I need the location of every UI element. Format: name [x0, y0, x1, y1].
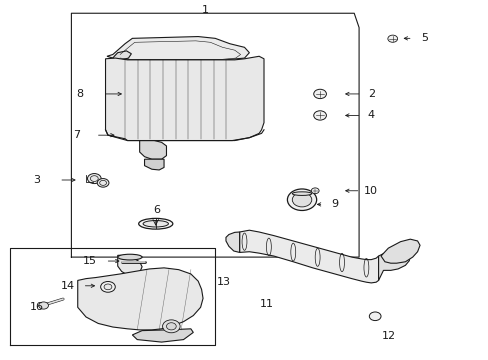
- Circle shape: [87, 174, 101, 184]
- Polygon shape: [118, 255, 142, 275]
- Text: 4: 4: [367, 111, 374, 121]
- Circle shape: [100, 180, 106, 185]
- Text: 12: 12: [381, 331, 395, 341]
- Text: 1: 1: [202, 5, 208, 15]
- Polygon shape: [239, 230, 378, 283]
- Text: 7: 7: [73, 130, 80, 140]
- Text: 9: 9: [331, 199, 338, 210]
- Circle shape: [97, 179, 109, 187]
- Polygon shape: [105, 56, 264, 140]
- Circle shape: [311, 188, 319, 194]
- Circle shape: [166, 323, 176, 330]
- Circle shape: [368, 312, 380, 320]
- Circle shape: [101, 282, 115, 292]
- Ellipse shape: [139, 219, 172, 229]
- Ellipse shape: [292, 192, 311, 195]
- Text: 6: 6: [153, 206, 160, 216]
- Polygon shape: [113, 51, 131, 60]
- Text: 16: 16: [30, 302, 44, 312]
- Circle shape: [313, 89, 326, 99]
- Polygon shape: [144, 159, 163, 170]
- Polygon shape: [225, 232, 239, 252]
- Text: 15: 15: [83, 256, 97, 266]
- Circle shape: [104, 284, 112, 290]
- Circle shape: [287, 189, 316, 211]
- Polygon shape: [380, 239, 419, 263]
- Text: 14: 14: [61, 281, 75, 291]
- Polygon shape: [378, 248, 409, 280]
- Circle shape: [387, 35, 397, 42]
- Circle shape: [162, 320, 180, 333]
- Text: 5: 5: [421, 33, 427, 43]
- Text: 3: 3: [33, 175, 40, 185]
- Polygon shape: [140, 140, 166, 159]
- Circle shape: [313, 111, 326, 120]
- Polygon shape: [107, 37, 249, 60]
- Text: 11: 11: [259, 299, 273, 309]
- Circle shape: [292, 193, 311, 207]
- Text: 10: 10: [364, 186, 378, 196]
- Polygon shape: [132, 329, 193, 342]
- Ellipse shape: [143, 221, 168, 227]
- Text: 2: 2: [367, 89, 374, 99]
- Circle shape: [90, 176, 98, 181]
- Ellipse shape: [118, 254, 142, 260]
- Circle shape: [39, 302, 48, 309]
- Text: 13: 13: [217, 277, 230, 287]
- Text: 8: 8: [77, 89, 83, 99]
- Polygon shape: [78, 268, 203, 330]
